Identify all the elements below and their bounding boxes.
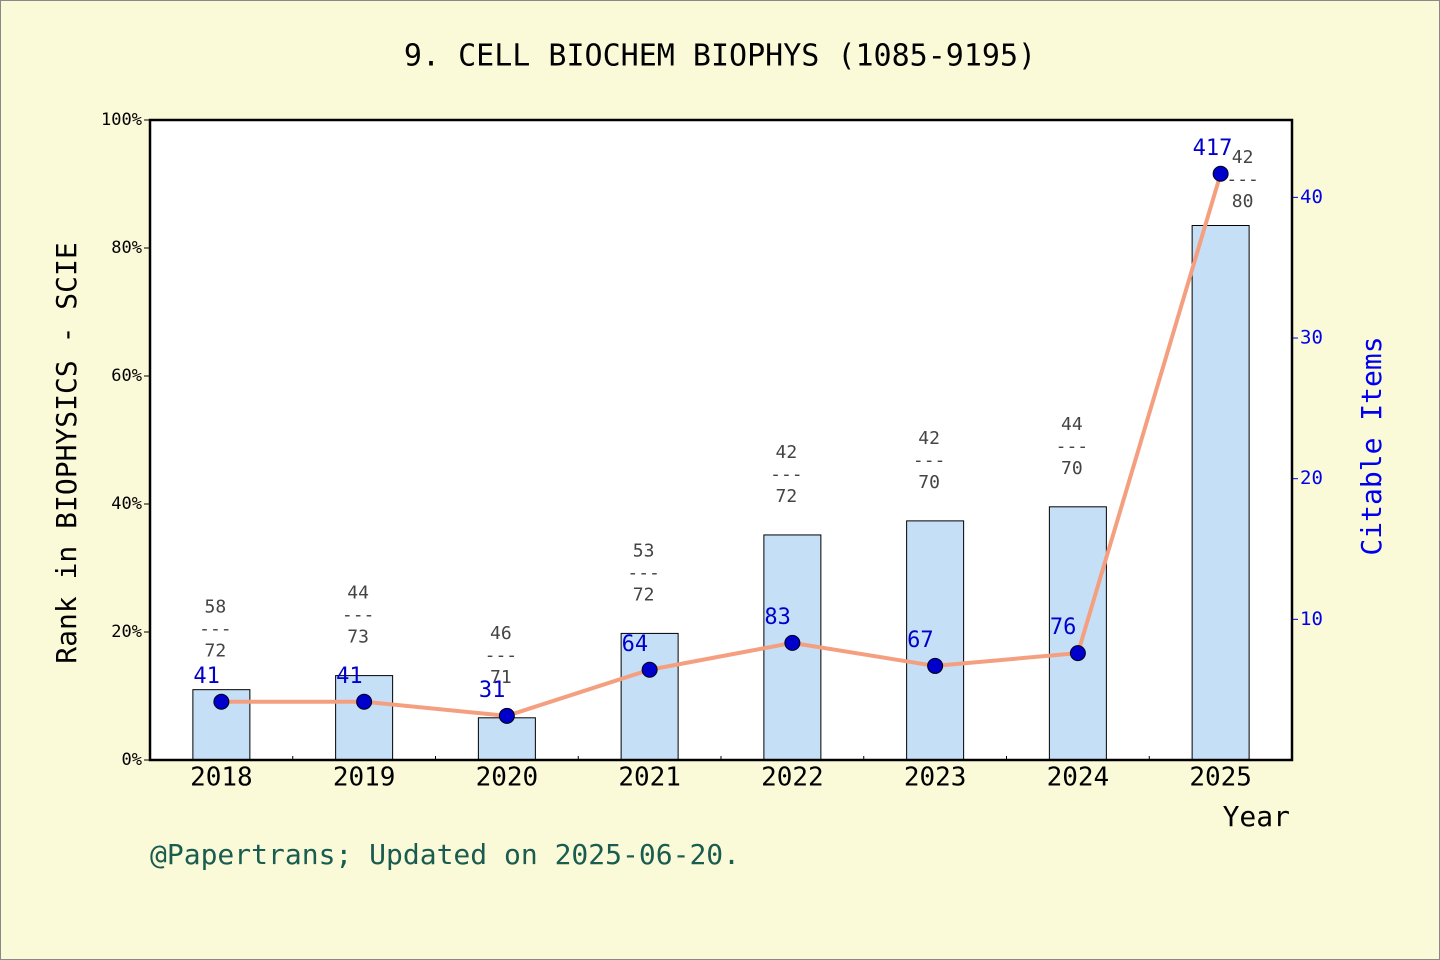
point [784, 634, 801, 651]
x-tick-label: 2022 [761, 763, 824, 793]
fraction-bottom: 80 [1232, 191, 1254, 212]
fraction-separator: --- [1226, 169, 1259, 190]
bar [1191, 224, 1250, 761]
y-axis-label: Rank in BIOPHYSICS - SCIE [50, 242, 83, 663]
point [927, 657, 944, 674]
rank-label: 417 [1193, 136, 1233, 161]
rank-label: 41 [193, 664, 220, 689]
y2-axis-label: Citable Items [1355, 336, 1388, 555]
point [498, 707, 515, 724]
fraction-separator: --- [199, 619, 232, 640]
fraction-top: 42 [1232, 147, 1254, 168]
rank-label: 64 [622, 632, 649, 657]
fraction-top: 44 [1061, 414, 1083, 435]
fraction-top: 42 [776, 442, 798, 463]
x-tick-label: 2018 [190, 763, 253, 793]
x-axis-label: Year [1223, 800, 1290, 833]
y2-tick-label: 20 [1300, 467, 1323, 489]
bar [1048, 506, 1107, 761]
fraction-bottom: 70 [1061, 458, 1083, 479]
x-tick-label: 2025 [1189, 763, 1252, 793]
fraction-separator: --- [770, 464, 803, 485]
point [356, 693, 373, 710]
y2-tick-label: 40 [1300, 186, 1323, 208]
fraction-bottom: 72 [205, 641, 227, 662]
x-tick-label: 2021 [618, 763, 681, 793]
fraction-separator: --- [342, 605, 375, 626]
y-tick-label: 0% [122, 750, 142, 770]
fraction-bottom: 71 [490, 667, 512, 688]
fraction-top: 46 [490, 623, 512, 644]
fraction-top: 53 [633, 540, 655, 561]
fraction-bottom: 70 [918, 472, 940, 493]
y-tick-label: 60% [111, 366, 142, 386]
y2-tick-label: 10 [1300, 608, 1323, 630]
y2-tick-label: 30 [1300, 327, 1323, 349]
fraction-top: 44 [347, 583, 369, 604]
bar [477, 717, 536, 761]
fraction-top: 42 [918, 428, 940, 449]
fraction-bottom: 72 [776, 486, 798, 507]
point [213, 693, 230, 710]
footer: @Papertrans; Updated on 2025-06-20. [150, 838, 740, 871]
rank-label: 67 [907, 628, 934, 653]
y-tick-label: 40% [111, 494, 142, 514]
fraction-bottom: 73 [347, 627, 369, 648]
x-tick-label: 2024 [1047, 763, 1110, 793]
fraction-separator: --- [627, 562, 660, 583]
y-tick-label: 20% [111, 622, 142, 642]
bar [620, 632, 679, 761]
x-tick-label: 2019 [333, 763, 396, 793]
x-tick-label: 2020 [476, 763, 539, 793]
plot-area [150, 120, 1292, 760]
rank-label: 31 [479, 678, 506, 703]
point [1069, 645, 1086, 662]
fraction-separator: --- [913, 450, 946, 471]
rank-label: 83 [764, 605, 791, 630]
fraction-separator: --- [485, 645, 518, 666]
chart-title: 9. CELL BIOCHEM BIOPHYS (1085-9195) [404, 39, 1036, 74]
fraction-top: 58 [205, 597, 227, 618]
rank-label: 76 [1050, 615, 1077, 640]
plot-frame [148, 118, 1294, 762]
bar [906, 520, 965, 761]
point [641, 661, 658, 678]
line [221, 173, 1223, 718]
y-tick-label: 80% [111, 238, 142, 258]
fraction-bottom: 72 [633, 584, 655, 605]
x-tick-label: 2023 [904, 763, 967, 793]
point [1212, 165, 1229, 182]
rank-label: 41 [336, 664, 363, 689]
fraction-separator: --- [1056, 436, 1089, 457]
y-tick-label: 100% [101, 110, 142, 130]
